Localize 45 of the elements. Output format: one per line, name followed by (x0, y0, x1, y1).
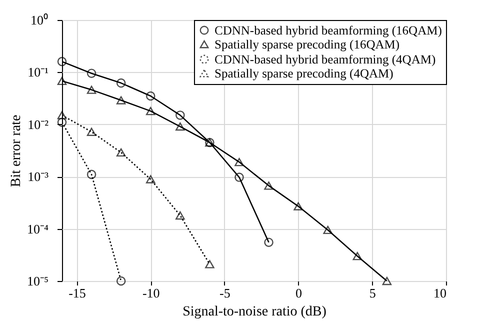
x-axis-title: Signal-to-noise ratio (dB) (182, 304, 327, 320)
point (176, 211, 185, 220)
point (234, 158, 244, 166)
point (323, 226, 332, 234)
point (264, 238, 274, 247)
x-tick-label: 10 (434, 286, 446, 300)
y-tick-label: 10⁻³ (28, 169, 49, 184)
point (234, 172, 244, 182)
legend-label: CDNN-based hybrid beamforming (16QAM) (214, 23, 442, 38)
point (116, 96, 126, 104)
point (116, 78, 126, 88)
point (86, 68, 96, 78)
point (176, 110, 185, 120)
x-tick-label: -5 (220, 286, 230, 300)
point (116, 148, 126, 157)
point (86, 128, 96, 136)
y-tick-label: 10⁻⁴ (26, 221, 49, 236)
legend-label: Spatially sparse precoding (16QAM) (214, 37, 400, 52)
point (86, 86, 96, 94)
y-tick-label: 10⁰ (30, 12, 48, 28)
point (57, 56, 67, 66)
point (57, 118, 67, 127)
point (57, 76, 67, 86)
point (146, 91, 156, 101)
y-tick-label: 10⁻² (28, 116, 49, 132)
y-axis-title: Bit error rate (8, 114, 24, 188)
legend-label: CDNN-based hybrid beamforming (4QAM) (214, 52, 436, 66)
point (382, 276, 392, 286)
point (352, 252, 362, 260)
legend-label: Spatially sparse precoding (4QAM) (214, 66, 394, 80)
x-tick-label: 0 (296, 286, 302, 300)
point (205, 260, 214, 268)
y-tick-label: 10⁻¹ (28, 64, 49, 80)
point (116, 276, 126, 286)
point (57, 111, 67, 120)
point (146, 106, 156, 116)
point (264, 182, 274, 190)
point (176, 122, 185, 131)
x-tick-label: 5 (369, 286, 376, 300)
point (86, 170, 96, 180)
y-tick-label: 10⁻⁵ (26, 274, 48, 288)
point (294, 202, 303, 210)
point (146, 175, 156, 184)
x-tick-label: -15 (68, 286, 86, 300)
x-tick-label: -10 (142, 286, 160, 300)
